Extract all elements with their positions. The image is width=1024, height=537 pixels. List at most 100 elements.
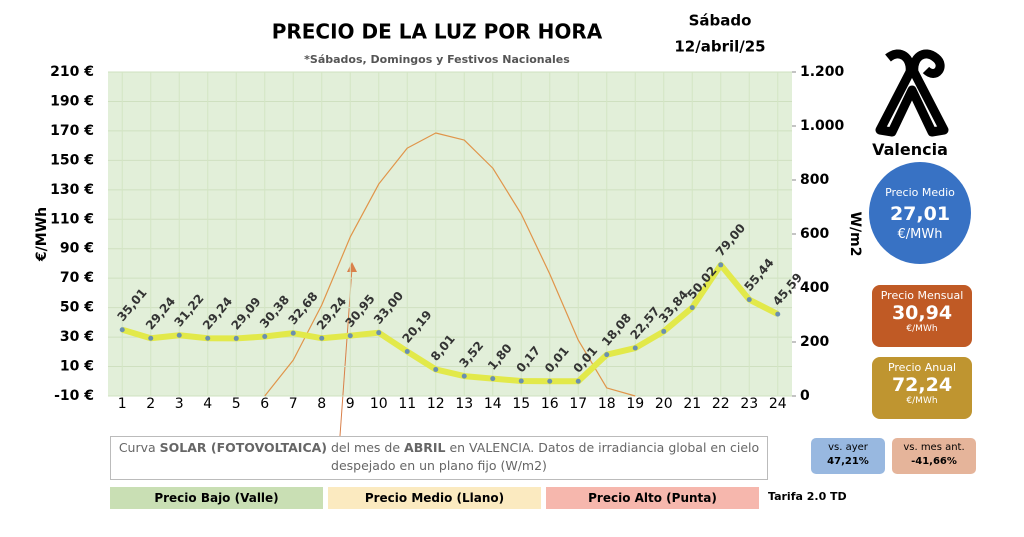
y2-tick-label: 0 bbox=[800, 388, 810, 404]
avg-unit: €/MWh bbox=[897, 227, 943, 242]
price-point bbox=[205, 335, 211, 341]
legend-item: Precio Bajo (Valle) bbox=[110, 487, 323, 509]
vs-month: vs. mes ant. -41,66% bbox=[892, 438, 976, 474]
vs-yesterday-label: vs. ayer bbox=[828, 442, 868, 453]
y-tick-label: 10 € bbox=[60, 359, 94, 375]
x-tick-label: 14 bbox=[484, 396, 502, 412]
avg-price-circle: Precio Medio 27,01 €/MWh bbox=[869, 162, 971, 264]
city: Valencia bbox=[872, 140, 948, 159]
x-tick-label: 12 bbox=[427, 396, 445, 412]
note-text: Curva bbox=[118, 440, 160, 455]
note-box: Curva SOLAR (FOTOVOLTAICA) del mes de AB… bbox=[110, 436, 768, 480]
vs-yesterday-value: 47,21% bbox=[827, 456, 869, 467]
x-tick-label: 6 bbox=[260, 396, 269, 412]
x-tick-label: 8 bbox=[317, 396, 326, 412]
x-tick-label: 7 bbox=[289, 396, 298, 412]
legend-item: Precio Alto (Punta) bbox=[546, 487, 759, 509]
price-point bbox=[290, 330, 296, 336]
y2-axis-label: W/m2 bbox=[847, 212, 863, 257]
avg-value: 27,01 bbox=[889, 203, 951, 225]
price-point bbox=[775, 311, 781, 317]
price-point bbox=[461, 373, 467, 379]
price-point bbox=[575, 378, 581, 384]
price-point bbox=[376, 330, 382, 336]
y2-tick-label: 1.200 bbox=[800, 64, 845, 80]
x-tick-label: 23 bbox=[740, 396, 758, 412]
price-point bbox=[347, 333, 353, 339]
note-text: SOLAR (FOTOVOLTAICA) bbox=[159, 440, 328, 455]
x-tick-label: 3 bbox=[175, 396, 184, 412]
subtitle: *Sábados, Domingos y Festivos Nacionales bbox=[304, 53, 570, 66]
note-text: del mes de bbox=[327, 440, 405, 455]
x-tick-label: 22 bbox=[712, 396, 730, 412]
avg-label: Precio Medio bbox=[885, 186, 955, 199]
vs-month-value: -41,66% bbox=[911, 456, 957, 467]
y-tick-label: 50 € bbox=[60, 300, 94, 316]
y-tick-label: 150 € bbox=[50, 152, 94, 168]
x-tick-label: 13 bbox=[455, 396, 473, 412]
monthly-box: Precio Mensual 30,94 €/MWh bbox=[872, 285, 972, 347]
price-point bbox=[661, 328, 667, 334]
y-tick-label: 170 € bbox=[50, 123, 94, 139]
tariff: Tarifa 2.0 TD bbox=[768, 490, 847, 503]
price-point bbox=[689, 305, 695, 311]
x-tick-label: 10 bbox=[370, 396, 388, 412]
note-text: ABRIL bbox=[404, 440, 446, 455]
solar-line bbox=[264, 132, 636, 397]
y-tick-label: 130 € bbox=[50, 182, 94, 198]
x-tick-label: 5 bbox=[232, 396, 241, 412]
price-point bbox=[433, 366, 439, 372]
y-tick-label: 90 € bbox=[60, 241, 94, 257]
price-point bbox=[518, 378, 524, 384]
yearly-box: Precio Anual 72,24 €/MWh bbox=[872, 357, 972, 419]
x-tick-label: 4 bbox=[203, 396, 212, 412]
note-text: en VALENCIA. Datos de irradiancia global… bbox=[331, 440, 760, 473]
x-tick-label: 11 bbox=[398, 396, 416, 412]
y-tick-label: 210 € bbox=[50, 64, 94, 80]
yearly-unit: €/MWh bbox=[906, 396, 938, 406]
yearly-label: Precio Anual bbox=[887, 361, 957, 374]
y-axis-label: €/MWh bbox=[34, 207, 50, 262]
vs-yesterday: vs. ayer 47,21% bbox=[811, 438, 885, 474]
x-tick-label: 21 bbox=[683, 396, 701, 412]
price-point bbox=[119, 327, 125, 333]
price-point bbox=[490, 376, 496, 382]
monthly-label: Precio Mensual bbox=[880, 289, 964, 302]
arrow-head bbox=[347, 262, 357, 272]
price-point bbox=[148, 335, 154, 341]
y2-tick-label: 800 bbox=[800, 172, 829, 188]
y2-tick-label: 1.000 bbox=[800, 118, 845, 134]
mourning-ribbon bbox=[875, 49, 949, 137]
y2-tick-label: 600 bbox=[800, 226, 829, 242]
x-tick-label: 18 bbox=[598, 396, 616, 412]
price-point bbox=[547, 378, 553, 384]
price-point bbox=[604, 352, 610, 358]
price-point bbox=[233, 335, 239, 341]
x-tick-label: 17 bbox=[569, 396, 587, 412]
x-tick-label: 20 bbox=[655, 396, 673, 412]
x-tick-label: 9 bbox=[346, 396, 355, 412]
y-tick-label: 70 € bbox=[60, 270, 94, 286]
price-point bbox=[404, 349, 410, 355]
price-point bbox=[319, 335, 325, 341]
price-point bbox=[718, 262, 724, 268]
legend-item: Precio Medio (Llano) bbox=[328, 487, 541, 509]
y-tick-label: 190 € bbox=[50, 93, 94, 109]
yearly-value: 72,24 bbox=[891, 374, 953, 396]
plot-area bbox=[108, 72, 792, 396]
x-tick-label: 15 bbox=[512, 396, 530, 412]
x-tick-label: 16 bbox=[541, 396, 559, 412]
day: Sábado bbox=[689, 12, 752, 30]
price-line bbox=[121, 261, 780, 385]
x-tick-label: 24 bbox=[769, 396, 787, 412]
price-point bbox=[262, 334, 268, 340]
date: 12/abril/25 bbox=[674, 38, 765, 56]
y-tick-label: -10 € bbox=[54, 388, 94, 404]
y-tick-label: 110 € bbox=[50, 211, 94, 227]
y2-tick-label: 400 bbox=[800, 280, 829, 296]
x-tick-label: 2 bbox=[146, 396, 155, 412]
x-tick-label: 1 bbox=[118, 396, 127, 412]
y2-tick-label: 200 bbox=[800, 334, 829, 350]
